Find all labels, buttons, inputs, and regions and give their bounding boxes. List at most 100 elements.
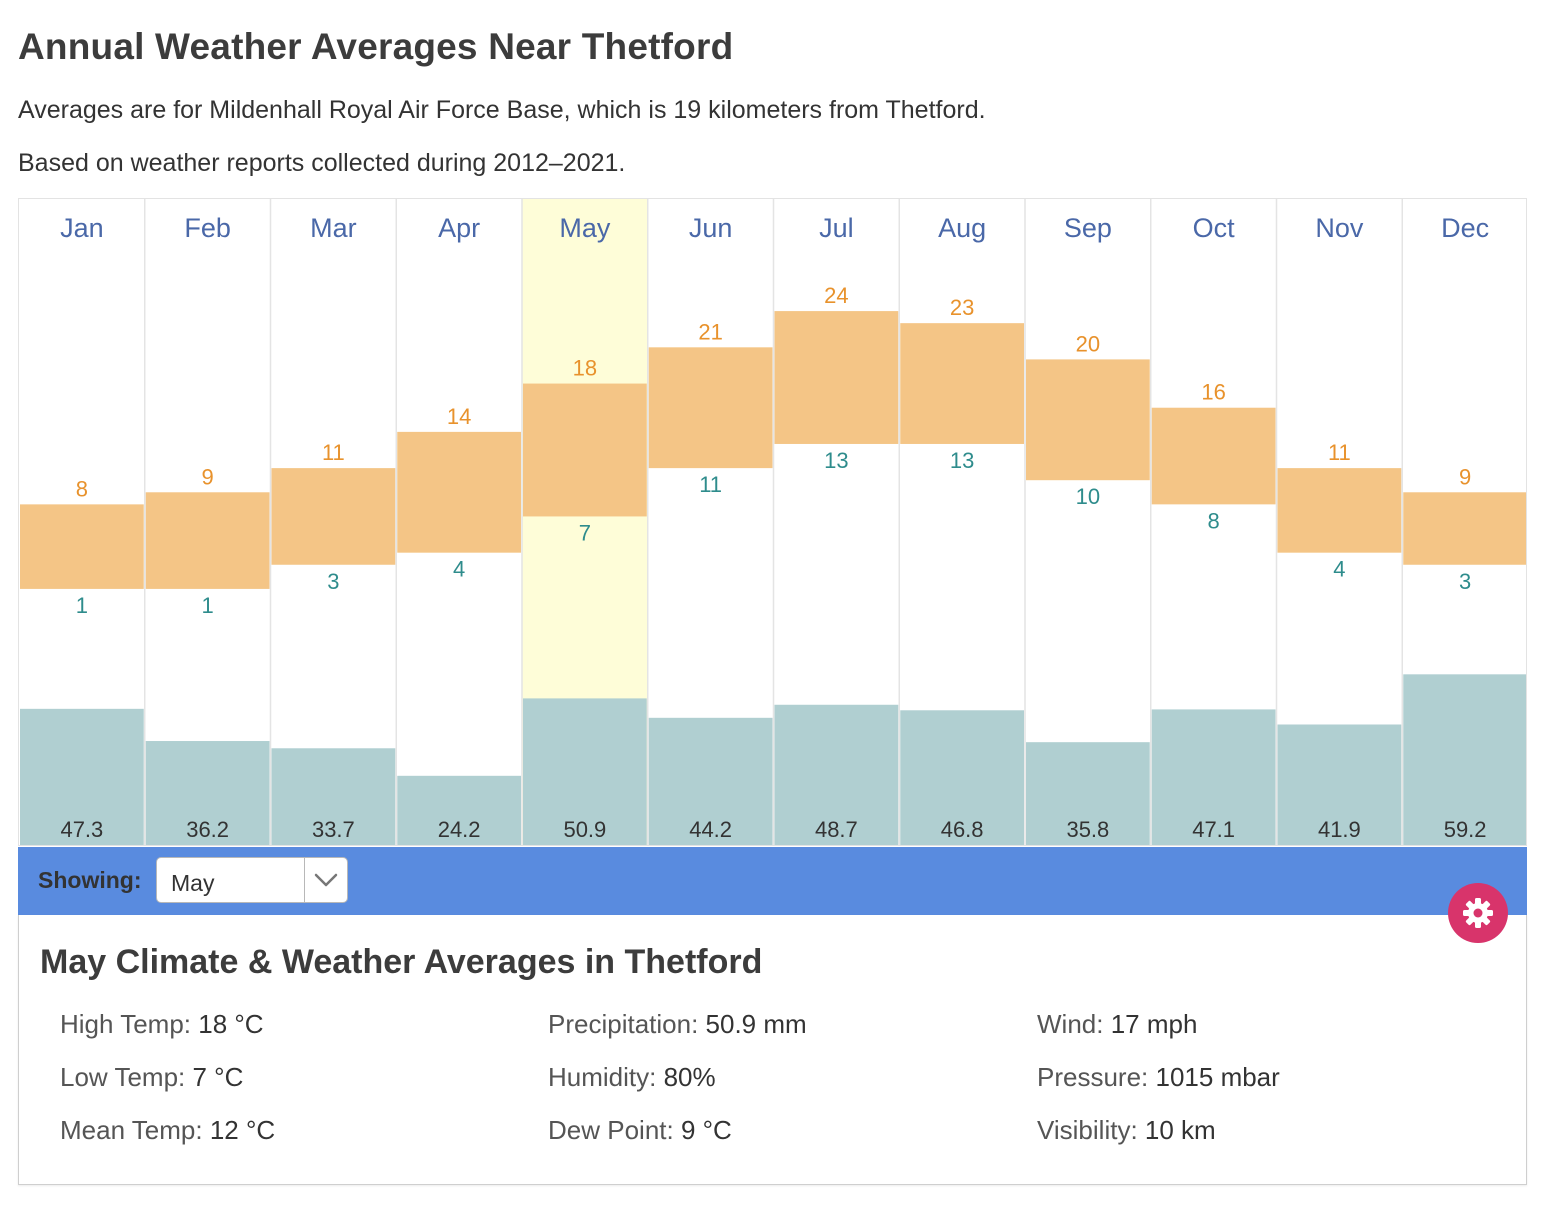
precip-label: 59.2 xyxy=(1444,817,1487,842)
low-temp-label: 10 xyxy=(1076,484,1100,509)
precip-label: 50.9 xyxy=(563,817,606,842)
stat-label: Dew Point: xyxy=(548,1115,681,1145)
temp-band-jan[interactable] xyxy=(20,504,144,589)
temp-band-jun[interactable] xyxy=(648,347,773,469)
stat-item: Wind: 17 mph xyxy=(1037,1009,1197,1040)
stat-item: Precipitation: 50.9 mm xyxy=(548,1009,807,1040)
station-note: Averages are for Mildenhall Royal Air Fo… xyxy=(18,96,986,124)
stat-item: High Temp: 18 °C xyxy=(60,1009,264,1040)
temp-band-feb[interactable] xyxy=(145,492,270,589)
low-temp-label: 8 xyxy=(1208,508,1220,533)
temp-band-sep[interactable] xyxy=(1026,359,1150,481)
month-select-divider xyxy=(304,858,305,902)
settings-button[interactable] xyxy=(1448,883,1508,943)
low-temp-label: 1 xyxy=(76,593,88,618)
low-temp-label: 7 xyxy=(579,520,591,545)
temp-band-apr[interactable] xyxy=(397,431,521,553)
high-temp-label: 16 xyxy=(1201,380,1225,405)
low-temp-label: 13 xyxy=(950,448,974,473)
stat-value: 50.9 mm xyxy=(705,1009,807,1039)
precip-label: 44.2 xyxy=(689,817,732,842)
temp-band-may[interactable] xyxy=(523,383,647,517)
precip-bar-mar[interactable] xyxy=(271,748,396,846)
stat-label: Visibility: xyxy=(1037,1115,1145,1145)
low-temp-label: 1 xyxy=(202,593,214,618)
high-temp-label: 23 xyxy=(950,295,974,320)
high-temp-label: 8 xyxy=(76,476,88,501)
month-label: Mar xyxy=(310,213,357,243)
stat-value: 80% xyxy=(663,1062,716,1092)
gear-icon xyxy=(1463,898,1493,928)
precip-bar-feb[interactable] xyxy=(145,741,270,846)
stat-label: Wind: xyxy=(1037,1009,1111,1039)
precip-label: 24.2 xyxy=(438,817,481,842)
month-label: Jul xyxy=(819,213,854,243)
month-select-value: May xyxy=(171,870,215,896)
temp-band-nov[interactable] xyxy=(1277,468,1402,553)
temp-band-mar[interactable] xyxy=(271,468,396,565)
precip-label: 35.8 xyxy=(1066,817,1109,842)
precip-label: 46.8 xyxy=(941,817,984,842)
precip-label: 47.1 xyxy=(1192,817,1235,842)
precip-bar-dec[interactable] xyxy=(1403,674,1527,846)
month-label: Feb xyxy=(184,213,231,243)
stat-value: 1015 mbar xyxy=(1155,1062,1280,1092)
temp-band-jul[interactable] xyxy=(774,311,899,444)
page-title: Annual Weather Averages Near Thetford xyxy=(18,26,734,67)
stat-label: Mean Temp: xyxy=(60,1115,210,1145)
month-label: Apr xyxy=(438,213,480,243)
low-temp-label: 11 xyxy=(699,472,722,497)
precip-bar-nov[interactable] xyxy=(1277,724,1402,846)
low-temp-label: 4 xyxy=(453,557,465,582)
low-temp-label: 4 xyxy=(1333,557,1345,582)
stat-item: Pressure: 1015 mbar xyxy=(1037,1062,1280,1093)
month-label: May xyxy=(559,213,611,243)
stat-value: 7 °C xyxy=(192,1062,244,1092)
stat-item: Dew Point: 9 °C xyxy=(548,1115,732,1146)
precip-bar-jul[interactable] xyxy=(774,704,899,846)
temp-band-aug[interactable] xyxy=(900,323,1024,444)
low-temp-label: 3 xyxy=(327,569,339,594)
stat-value: 10 km xyxy=(1144,1115,1216,1145)
precip-label: 48.7 xyxy=(815,817,858,842)
month-label: Oct xyxy=(1193,213,1236,243)
high-temp-label: 9 xyxy=(1459,464,1471,489)
stat-item: Humidity: 80% xyxy=(548,1062,716,1093)
month-label: Nov xyxy=(1315,213,1364,243)
month-label: Aug xyxy=(938,213,986,243)
precip-bar-jan[interactable] xyxy=(20,708,144,846)
details-title: May Climate & Weather Averages in Thetfo… xyxy=(40,943,763,981)
precip-bar-may[interactable] xyxy=(523,698,647,846)
temp-band-oct[interactable] xyxy=(1151,407,1276,505)
high-temp-label: 18 xyxy=(573,356,597,381)
stat-value: 12 °C xyxy=(209,1115,276,1145)
precip-label: 41.9 xyxy=(1318,817,1361,842)
precip-bar-oct[interactable] xyxy=(1151,709,1276,846)
stat-value: 9 °C xyxy=(680,1115,732,1145)
month-column-sep[interactable] xyxy=(1025,199,1151,846)
month-label: Dec xyxy=(1441,213,1489,243)
temp-band-dec[interactable] xyxy=(1403,492,1527,565)
precip-bar-sep[interactable] xyxy=(1026,742,1150,846)
chevron-down-icon xyxy=(314,873,338,887)
month-toolbar: Showing: May xyxy=(18,847,1527,915)
stat-label: Low Temp: xyxy=(60,1062,193,1092)
annual-weather-chart[interactable]: Jan 8 1 47.3 Feb 9 1 36.2 Mar 11 3 33.7 Apr 14 4 24.2 Ma… xyxy=(18,198,1527,846)
precip-label: 33.7 xyxy=(312,817,355,842)
month-details-panel: May Climate & Weather Averages in Thetfo… xyxy=(18,915,1527,1185)
high-temp-label: 20 xyxy=(1076,331,1100,356)
stat-item: Low Temp: 7 °C xyxy=(60,1062,243,1093)
high-temp-label: 24 xyxy=(824,283,848,308)
stat-label: High Temp: xyxy=(60,1009,199,1039)
high-temp-label: 11 xyxy=(322,440,345,465)
stat-label: Pressure: xyxy=(1037,1062,1156,1092)
precip-bar-apr[interactable] xyxy=(397,775,521,846)
high-temp-label: 11 xyxy=(1328,440,1351,465)
precip-bar-jun[interactable] xyxy=(648,717,773,846)
month-select[interactable]: May xyxy=(156,857,348,903)
showing-label: Showing: xyxy=(38,867,142,893)
month-label: Jan xyxy=(60,213,104,243)
stat-item: Visibility: 10 km xyxy=(1037,1115,1216,1146)
precip-label: 47.3 xyxy=(60,817,103,842)
precip-bar-aug[interactable] xyxy=(900,710,1024,846)
